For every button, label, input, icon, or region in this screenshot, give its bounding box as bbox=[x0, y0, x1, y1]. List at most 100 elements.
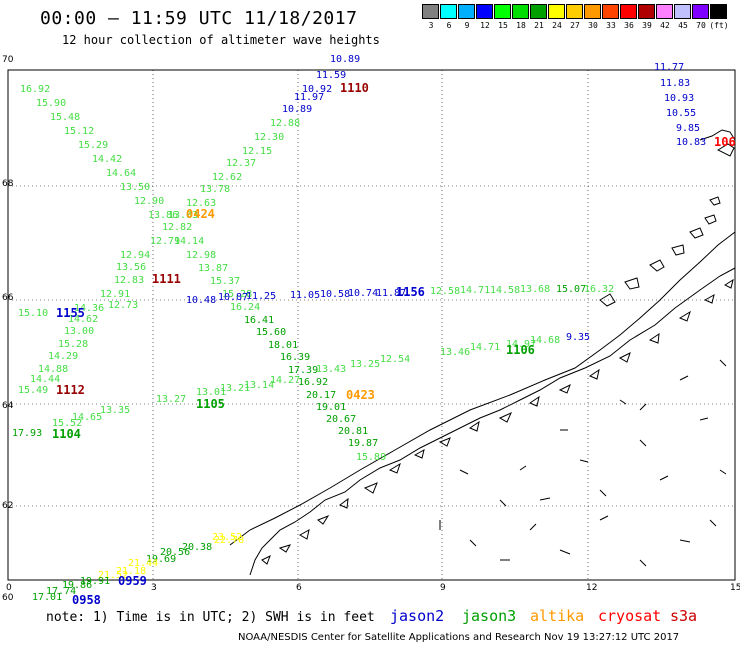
latitude-tick-label: 68 bbox=[2, 179, 14, 189]
coastline bbox=[229, 129, 736, 576]
longitude-tick-label: 0 bbox=[6, 583, 12, 593]
wave-height-label: 14.88 bbox=[38, 364, 68, 375]
wave-height-label: 15.37 bbox=[210, 276, 240, 287]
scale-swatch bbox=[710, 4, 727, 19]
wave-height-label: 20.56 bbox=[160, 547, 190, 558]
pass-time-label: 106 bbox=[714, 135, 736, 149]
wave-height-label: 17.93 bbox=[12, 428, 42, 439]
wave-height-label: 12.90 bbox=[134, 196, 164, 207]
wave-height-label: 15.90 bbox=[36, 98, 66, 109]
wave-height-label: 13.56 bbox=[116, 262, 146, 273]
wave-height-label: 23.52 bbox=[212, 532, 242, 543]
graticule bbox=[8, 70, 735, 580]
wave-height-label: 13.25 bbox=[350, 359, 380, 370]
scale-label: 45 bbox=[678, 21, 688, 30]
wave-height-label: 21.52 bbox=[98, 570, 128, 581]
scale-swatch bbox=[566, 4, 583, 19]
scale-swatch bbox=[674, 4, 691, 19]
scale-swatch bbox=[638, 4, 655, 19]
wave-height-label: 15.12 bbox=[64, 126, 94, 137]
wave-height-label: 14.71 bbox=[460, 285, 490, 296]
scale-label: 33 bbox=[606, 21, 616, 30]
scale-label: 39 bbox=[642, 21, 652, 30]
wave-height-label: 12.54 bbox=[380, 354, 410, 365]
wave-height-label: 15.28 bbox=[58, 339, 88, 350]
latitude-labels: 70 68 66 64 62 60 bbox=[2, 55, 14, 603]
scale-swatch bbox=[512, 4, 529, 19]
wave-height-label: 15.10 bbox=[18, 308, 48, 319]
wave-height-label: 13.43 bbox=[316, 364, 346, 375]
wave-height-label: 14.14 bbox=[174, 236, 204, 247]
wave-height-label: 13.78 bbox=[200, 184, 230, 195]
wave-height-label: 14.65 bbox=[72, 412, 102, 423]
pass-time-labels: 1110 0424 1111 1155 1156 1106 1112 0423 1105 1104… bbox=[52, 81, 736, 607]
wave-height-label: 10.48 bbox=[186, 295, 216, 306]
wave-height-label: 13.86 bbox=[148, 210, 178, 221]
scale-label: 6 bbox=[446, 21, 452, 30]
scale-label: 9 bbox=[464, 21, 470, 30]
wave-height-label: 14.68 bbox=[530, 335, 560, 346]
wave-height-label: 14.62 bbox=[68, 314, 98, 325]
satellite-name-altika: altika bbox=[530, 607, 585, 625]
wave-height-label: 12.62 bbox=[212, 172, 242, 183]
wave-height-label: 10.74 bbox=[348, 288, 378, 299]
wave-height-label: 19.87 bbox=[348, 438, 378, 449]
wave-height-label: 17.39 bbox=[288, 365, 318, 376]
wave-height-label: 12.37 bbox=[226, 158, 256, 169]
pass-time-label: 1111 bbox=[152, 272, 181, 286]
scale-swatch bbox=[602, 4, 619, 19]
longitude-tick-label: 9 bbox=[440, 583, 446, 593]
wave-height-label: 12.15 bbox=[242, 146, 272, 157]
wave-height-label: 13.50 bbox=[120, 182, 150, 193]
wave-height-label: 21.18 bbox=[116, 566, 146, 577]
scale-label: 42 bbox=[660, 21, 670, 30]
pass-time-label: 1110 bbox=[340, 81, 369, 95]
credit-line: NOAA/NESDIS Center for Satellite Applica… bbox=[238, 632, 680, 643]
latitude-tick-label: 60 bbox=[2, 593, 14, 603]
wave-height-label: 14.97 bbox=[506, 339, 536, 350]
longitude-tick-label: 3 bbox=[151, 583, 157, 593]
wave-height-label: 17.74 bbox=[46, 586, 76, 597]
wave-height-label: 22.78 bbox=[214, 535, 244, 546]
map-frame bbox=[7, 69, 736, 581]
wave-height-label: 13.14 bbox=[244, 380, 274, 391]
wave-height-label: 10.92 bbox=[302, 84, 332, 95]
longitude-tick-label: 15 bbox=[730, 583, 740, 593]
wave-height-label: 9.35 bbox=[566, 332, 590, 343]
longitude-tick-label: 6 bbox=[296, 583, 302, 593]
wave-height-label: 13.46 bbox=[440, 347, 470, 358]
scale-label: 27 bbox=[570, 21, 580, 30]
pass-time-label: 1105 bbox=[196, 397, 225, 411]
wave-height-label: 20.81 bbox=[338, 426, 368, 437]
wave-height-label: 17.01 bbox=[32, 592, 62, 603]
pass-time-label: 1106 bbox=[506, 343, 535, 357]
satellite-name-jason3: jason3 bbox=[462, 607, 517, 625]
satellite-name-s3a: s3a bbox=[670, 607, 698, 625]
map-subtitle: 12 hour collection of altimeter wave hei… bbox=[62, 33, 380, 47]
footnote: note: 1) Time is in UTC; 2) SWH is in fe… bbox=[46, 610, 375, 625]
wave-height-label: 16.32 bbox=[584, 284, 614, 295]
wave-height-label: 20.38 bbox=[182, 542, 212, 553]
wave-height-label: 12.30 bbox=[254, 132, 284, 143]
wave-height-label: 13.35 bbox=[100, 405, 130, 416]
wave-height-label: 13.68 bbox=[520, 284, 550, 295]
wave-height-label: 15.89 bbox=[356, 452, 386, 463]
scale-swatch bbox=[476, 4, 493, 19]
latitude-tick-label: 64 bbox=[2, 401, 14, 411]
pass-time-label: 1155 bbox=[56, 306, 85, 320]
wave-height-label: 14.27 bbox=[270, 375, 300, 386]
pass-time-label: 0959 bbox=[118, 574, 147, 588]
wave-height-label: 13.01 bbox=[196, 387, 226, 398]
scale-swatch bbox=[656, 4, 673, 19]
wave-height-label: 20.17 bbox=[306, 390, 336, 401]
scale-label: 70 bbox=[696, 21, 706, 30]
scale-swatch bbox=[422, 4, 439, 19]
wave-height-label: 13.87 bbox=[198, 263, 228, 274]
wave-height-label: 12.82 bbox=[162, 222, 192, 233]
wave-height-label: 15.60 bbox=[256, 327, 286, 338]
pass-time-label: 0958 bbox=[72, 593, 101, 607]
wave-height-label: 10.55 bbox=[666, 108, 696, 119]
wave-height-label: 12.58 bbox=[430, 286, 460, 297]
scale-label: 30 bbox=[588, 21, 598, 30]
